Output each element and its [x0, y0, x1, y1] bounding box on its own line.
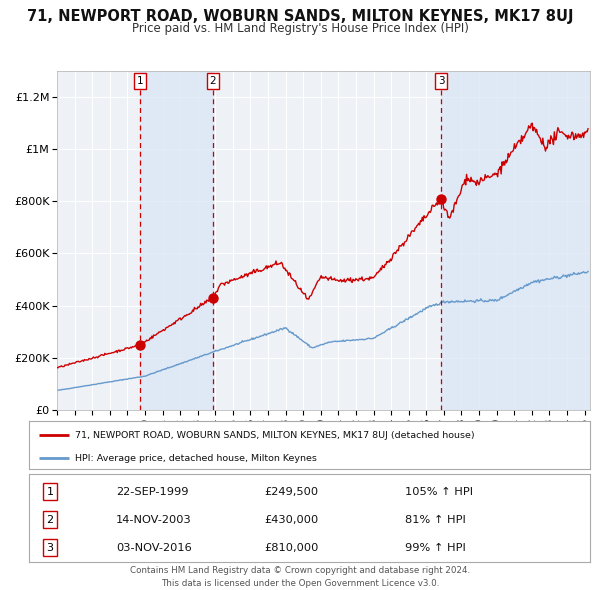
- Text: Price paid vs. HM Land Registry's House Price Index (HPI): Price paid vs. HM Land Registry's House …: [131, 22, 469, 35]
- Text: 71, NEWPORT ROAD, WOBURN SANDS, MILTON KEYNES, MK17 8UJ: 71, NEWPORT ROAD, WOBURN SANDS, MILTON K…: [27, 9, 573, 24]
- Text: 2: 2: [209, 76, 216, 86]
- Bar: [583, 71, 590, 410]
- Text: 2: 2: [47, 514, 53, 525]
- Text: 1: 1: [47, 487, 53, 497]
- Text: 81% ↑ HPI: 81% ↑ HPI: [404, 514, 466, 525]
- Text: 14-NOV-2003: 14-NOV-2003: [116, 514, 191, 525]
- Text: 99% ↑ HPI: 99% ↑ HPI: [404, 543, 466, 553]
- Text: 71, NEWPORT ROAD, WOBURN SANDS, MILTON KEYNES, MK17 8UJ (detached house): 71, NEWPORT ROAD, WOBURN SANDS, MILTON K…: [75, 431, 475, 440]
- Text: HPI: Average price, detached house, Milton Keynes: HPI: Average price, detached house, Milt…: [75, 454, 317, 463]
- Text: 1: 1: [137, 76, 143, 86]
- Text: 03-NOV-2016: 03-NOV-2016: [116, 543, 191, 553]
- Bar: [441, 71, 590, 410]
- Text: £249,500: £249,500: [265, 487, 319, 497]
- Text: 3: 3: [438, 76, 445, 86]
- Bar: [140, 71, 213, 410]
- Text: £810,000: £810,000: [265, 543, 319, 553]
- Text: 3: 3: [47, 543, 53, 553]
- Text: 105% ↑ HPI: 105% ↑ HPI: [404, 487, 473, 497]
- Text: Contains HM Land Registry data © Crown copyright and database right 2024.
This d: Contains HM Land Registry data © Crown c…: [130, 566, 470, 588]
- Text: 22-SEP-1999: 22-SEP-1999: [116, 487, 188, 497]
- Text: £430,000: £430,000: [265, 514, 319, 525]
